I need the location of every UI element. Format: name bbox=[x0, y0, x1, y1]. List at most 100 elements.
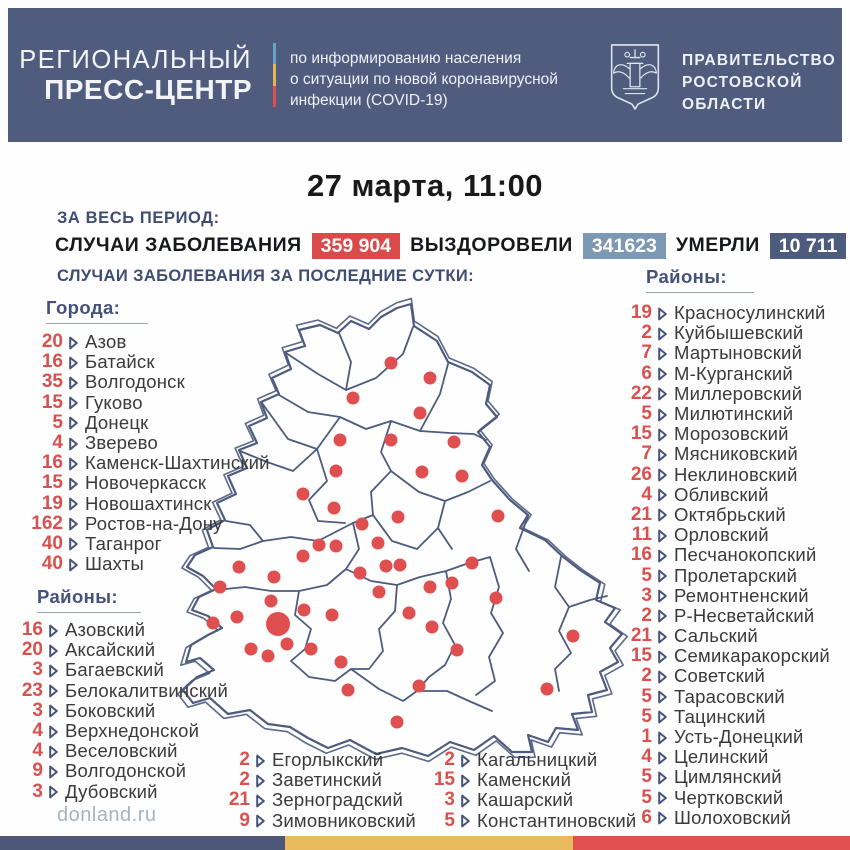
list-item: 6 М-Курганский bbox=[612, 363, 830, 384]
chevron-icon bbox=[460, 774, 471, 788]
item-name: Октябрьский bbox=[674, 503, 786, 525]
list-item: 5 Тарасовский bbox=[612, 685, 830, 707]
chevron-icon bbox=[657, 367, 668, 381]
footer-stripe bbox=[0, 836, 850, 850]
list-item: 3 Дубовский bbox=[8, 780, 228, 802]
list-item: 26 Неклиновский bbox=[612, 463, 830, 485]
chevron-icon bbox=[48, 704, 59, 718]
item-name: Пролетарский bbox=[674, 564, 798, 586]
item-count: 16 bbox=[630, 544, 652, 566]
list-item: 5 Донецк bbox=[29, 412, 270, 433]
chevron-icon bbox=[48, 725, 59, 739]
item-name: Гуково bbox=[85, 391, 143, 413]
item-name: Азов bbox=[85, 331, 127, 353]
chevron-icon bbox=[460, 754, 471, 768]
list-item: 4 Целинский bbox=[612, 746, 830, 767]
item-count: 40 bbox=[41, 532, 63, 554]
item-name: Неклиновский bbox=[674, 463, 798, 485]
item-count: 19 bbox=[41, 492, 63, 514]
item-name: Таганрог bbox=[85, 532, 162, 554]
item-count: 11 bbox=[631, 524, 652, 546]
list-item: 16 Каменск-Шахтинский bbox=[29, 452, 270, 473]
chevron-icon bbox=[657, 670, 668, 684]
districts-left-list: 16 Азовский 20 Аксайский 3 Багаевск bbox=[8, 619, 228, 802]
chevron-icon bbox=[657, 710, 668, 724]
map-outline bbox=[181, 302, 624, 758]
item-name: Новочеркасск bbox=[85, 472, 207, 494]
list-item: 4 Веселовский bbox=[8, 740, 228, 761]
item-name: Миллеровский bbox=[674, 382, 803, 404]
item-count: 3 bbox=[32, 780, 43, 802]
chevron-icon bbox=[657, 529, 668, 543]
item-count: 5 bbox=[641, 403, 652, 425]
item-name: Усть-Донецкий bbox=[674, 726, 804, 748]
item-count: 15 bbox=[630, 645, 652, 667]
divider-red-segment bbox=[273, 85, 276, 107]
list-item: 4 Зверево bbox=[29, 432, 270, 454]
chevron-icon bbox=[68, 517, 79, 531]
item-name: Красносулинский bbox=[674, 302, 826, 324]
chevron-icon bbox=[48, 624, 59, 638]
tricolor-divider bbox=[273, 43, 276, 107]
list-item: 15 Морозовский bbox=[612, 423, 830, 445]
chevron-icon bbox=[657, 791, 668, 805]
stripe-navy-segment bbox=[0, 836, 285, 850]
item-name: Новошахтинск bbox=[85, 492, 212, 514]
map-dots bbox=[206, 356, 580, 729]
chevron-icon bbox=[460, 794, 471, 808]
chevron-icon bbox=[657, 650, 668, 664]
item-count: 7 bbox=[641, 342, 652, 364]
chevron-icon bbox=[657, 347, 668, 361]
item-count: 7 bbox=[641, 443, 652, 465]
item-name: Каменский bbox=[477, 769, 572, 791]
chevron-icon bbox=[657, 549, 668, 563]
item-name: Цимлянский bbox=[674, 766, 782, 788]
item-name: Советский bbox=[674, 665, 766, 687]
cities-section-title: Города: bbox=[46, 297, 148, 324]
item-count: 9 bbox=[32, 760, 43, 782]
item-name: Волгодонской bbox=[65, 760, 187, 782]
chevron-icon bbox=[68, 416, 79, 430]
item-name: Зерноградский bbox=[272, 789, 403, 811]
item-count: 21 bbox=[228, 789, 250, 811]
item-count: 15 bbox=[41, 391, 63, 413]
item-name: Морозовский bbox=[674, 423, 789, 445]
item-count: 22 bbox=[630, 382, 652, 404]
brand-title: РЕГИОНАЛЬНЫЙ ПРЕСС-ЦЕНТР bbox=[8, 45, 252, 105]
item-name: Кагальницкий bbox=[477, 749, 598, 771]
list-item: 2 Егорлыкский bbox=[210, 749, 416, 770]
list-item: 35 Волгодонск bbox=[29, 371, 270, 393]
list-item: 19 Новошахтинск bbox=[29, 492, 270, 514]
list-item: 21 Октябрьский bbox=[612, 503, 830, 525]
item-count: 3 bbox=[641, 584, 652, 606]
item-name: Тарасовский bbox=[674, 685, 785, 707]
list-item: 3 Боковский bbox=[8, 700, 228, 721]
item-count: 35 bbox=[41, 371, 63, 393]
districts-bottom-list-2: 2 Кагальницкий 15 Каменский 3 Кашар bbox=[415, 749, 637, 831]
list-item: 5 Тацинский bbox=[612, 705, 830, 727]
chevron-icon bbox=[68, 376, 79, 390]
list-item: 4 Обливский bbox=[612, 484, 830, 505]
item-count: 5 bbox=[641, 685, 652, 707]
rostov-coat-of-arms-icon bbox=[610, 44, 660, 110]
item-name: Дубовский bbox=[65, 780, 158, 802]
item-name: Батайск bbox=[85, 351, 155, 373]
chevron-icon bbox=[48, 765, 59, 779]
chevron-icon bbox=[68, 537, 79, 551]
list-item: 9 Волгодонской bbox=[8, 760, 228, 782]
chevron-icon bbox=[68, 336, 79, 350]
chevron-icon bbox=[48, 785, 59, 799]
item-count: 2 bbox=[641, 665, 652, 687]
region-map bbox=[176, 297, 629, 763]
list-item: 1 Усть-Донецкий bbox=[612, 726, 830, 748]
item-count: 4 bbox=[52, 432, 63, 454]
item-count: 6 bbox=[641, 806, 652, 828]
item-name: Константиновский bbox=[477, 809, 637, 831]
list-item: 15 Каменский bbox=[415, 769, 636, 791]
cities-list: 20 Азов 16 Батайск 35 Волгодонск bbox=[29, 331, 270, 574]
chevron-icon bbox=[68, 396, 79, 410]
chevron-icon bbox=[68, 356, 79, 370]
item-count: 16 bbox=[21, 619, 43, 641]
item-name: Тацинский bbox=[674, 705, 766, 727]
